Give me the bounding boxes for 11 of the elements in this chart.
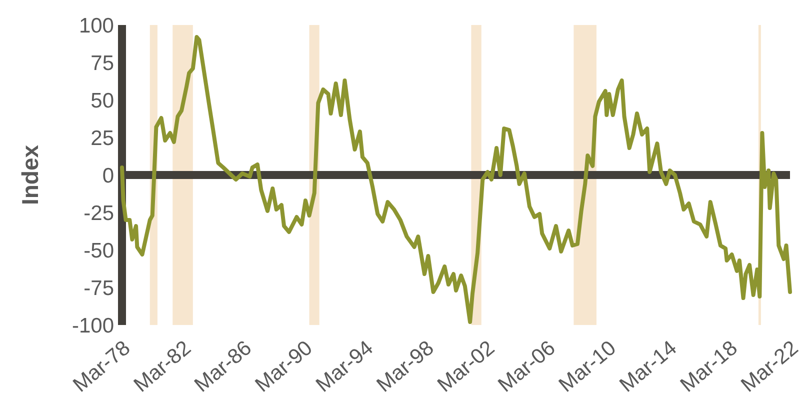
y-tick-label: 50 bbox=[90, 89, 114, 112]
y-tick-label: 75 bbox=[90, 52, 114, 75]
y-axis-title: Index bbox=[17, 144, 43, 206]
y-tick-label: -50 bbox=[84, 239, 114, 262]
line-series bbox=[120, 35, 792, 324]
y-tick-label: -100 bbox=[72, 314, 114, 338]
y-tick-label: -25 bbox=[84, 202, 114, 225]
y-tick-label: 0 bbox=[102, 164, 114, 188]
y-tick-label: 25 bbox=[90, 126, 114, 150]
y-tick-label: -75 bbox=[84, 276, 114, 300]
y-tick-label: 100 bbox=[78, 14, 114, 38]
